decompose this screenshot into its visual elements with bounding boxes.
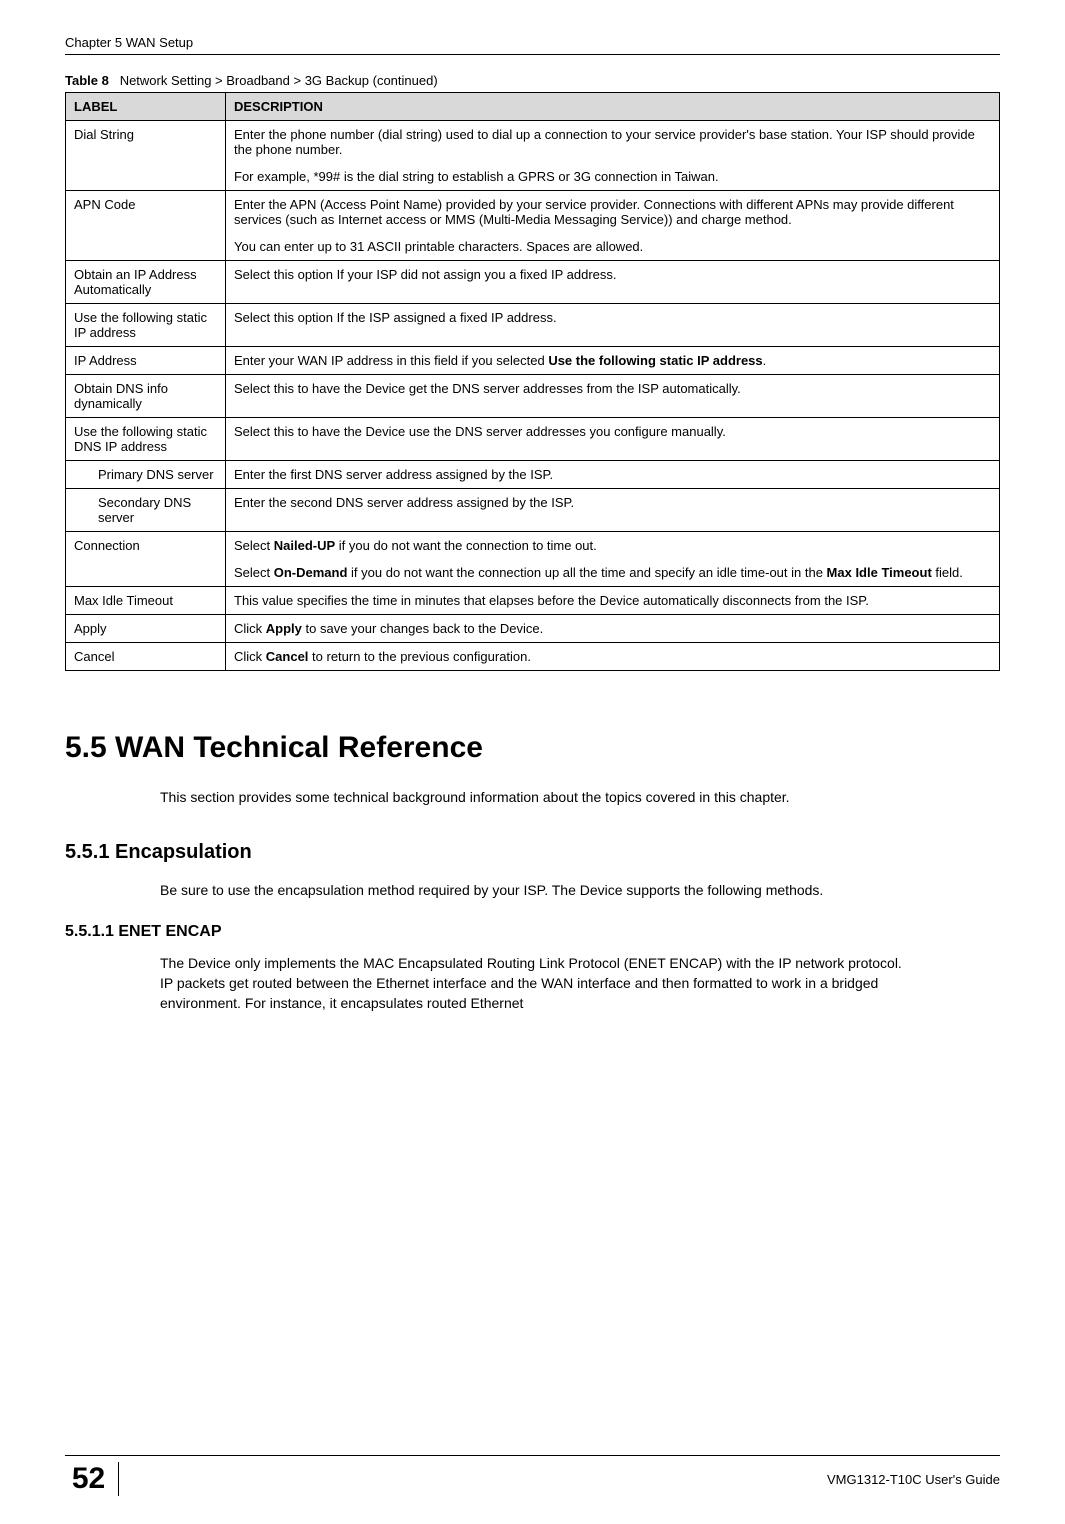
col-header-label: LABEL <box>66 93 226 121</box>
table-cell-desc: Select this to have the Device get the D… <box>226 375 1000 418</box>
section-5-5-body: This section provides some technical bac… <box>160 787 905 807</box>
table-cell-desc: Enter the APN (Access Point Name) provid… <box>226 191 1000 261</box>
table-cell-label: APN Code <box>66 191 226 261</box>
section-5-5-1-heading: 5.5.1 Encapsulation <box>65 841 1000 864</box>
table-body: Dial StringEnter the phone number (dial … <box>66 121 1000 671</box>
page-footer: 52 VMG1312-T10C User's Guide <box>65 1455 1000 1496</box>
table-row: APN CodeEnter the APN (Access Point Name… <box>66 191 1000 261</box>
table-cell-desc: Click Apply to save your changes back to… <box>226 615 1000 643</box>
table-cell-label: Use the following static IP address <box>66 304 226 347</box>
table-cell-label: Apply <box>66 615 226 643</box>
chapter-header: Chapter 5 WAN Setup <box>65 35 1000 50</box>
table-cell-label: Primary DNS server <box>66 461 226 489</box>
table-row: ConnectionSelect Nailed-UP if you do not… <box>66 532 1000 587</box>
table-caption-text: Network Setting > Broadband > 3G Backup … <box>120 73 438 88</box>
table-cell-desc: Enter the first DNS server address assig… <box>226 461 1000 489</box>
table-row: IP AddressEnter your WAN IP address in t… <box>66 347 1000 375</box>
guide-name: VMG1312-T10C User's Guide <box>827 1472 1000 1487</box>
section-5-5-para: This section provides some technical bac… <box>160 787 905 807</box>
table-row: Max Idle TimeoutThis value specifies the… <box>66 587 1000 615</box>
table-cell-label: Obtain an IP Address Automatically <box>66 261 226 304</box>
table-row: Use the following static DNS IP addressS… <box>66 418 1000 461</box>
col-header-desc: DESCRIPTION <box>226 93 1000 121</box>
table-cell-label: Obtain DNS info dynamically <box>66 375 226 418</box>
page-container: Chapter 5 WAN Setup Table 8 Network Sett… <box>0 0 1065 1524</box>
config-table: LABEL DESCRIPTION Dial StringEnter the p… <box>65 92 1000 671</box>
table-cell-desc: Select Nailed-UP if you do not want the … <box>226 532 1000 587</box>
table-cell-label: Dial String <box>66 121 226 191</box>
table-cell-desc: Enter the second DNS server address assi… <box>226 489 1000 532</box>
table-row: Obtain DNS info dynamicallySelect this t… <box>66 375 1000 418</box>
table-caption-prefix: Table 8 <box>65 73 109 88</box>
table-row: Obtain an IP Address AutomaticallySelect… <box>66 261 1000 304</box>
table-cell-desc: This value specifies the time in minutes… <box>226 587 1000 615</box>
table-row: Use the following static IP addressSelec… <box>66 304 1000 347</box>
section-5-5-1-para: Be sure to use the encapsulation method … <box>160 880 905 900</box>
footer-rule <box>65 1455 1000 1456</box>
table-cell-desc: Select this option If the ISP assigned a… <box>226 304 1000 347</box>
table-row: CancelClick Cancel to return to the prev… <box>66 643 1000 671</box>
section-5-5-1-1-para: The Device only implements the MAC Encap… <box>160 953 905 1014</box>
header-rule <box>65 54 1000 55</box>
table-cell-label: Secondary DNS server <box>66 489 226 532</box>
table-cell-label: Use the following static DNS IP address <box>66 418 226 461</box>
section-5-5-1-body: Be sure to use the encapsulation method … <box>160 880 905 900</box>
table-cell-desc: Enter the phone number (dial string) use… <box>226 121 1000 191</box>
table-cell-desc: Select this option If your ISP did not a… <box>226 261 1000 304</box>
table-caption: Table 8 Network Setting > Broadband > 3G… <box>65 73 1000 88</box>
table-row: Secondary DNS serverEnter the second DNS… <box>66 489 1000 532</box>
footer-row: 52 VMG1312-T10C User's Guide <box>65 1462 1000 1496</box>
table-cell-label: IP Address <box>66 347 226 375</box>
page-number: 52 <box>65 1462 119 1496</box>
table-cell-desc: Enter your WAN IP address in this field … <box>226 347 1000 375</box>
table-cell-label: Cancel <box>66 643 226 671</box>
table-cell-desc: Click Cancel to return to the previous c… <box>226 643 1000 671</box>
section-5-5-1-1-heading: 5.5.1.1 ENET ENCAP <box>65 923 1000 941</box>
table-cell-label: Max Idle Timeout <box>66 587 226 615</box>
table-cell-label: Connection <box>66 532 226 587</box>
section-5-5-1-1-body: The Device only implements the MAC Encap… <box>160 953 905 1014</box>
table-row: ApplyClick Apply to save your changes ba… <box>66 615 1000 643</box>
table-cell-desc: Select this to have the Device use the D… <box>226 418 1000 461</box>
section-5-5-heading: 5.5 WAN Technical Reference <box>65 731 1000 765</box>
table-row: Primary DNS serverEnter the first DNS se… <box>66 461 1000 489</box>
table-header-row: LABEL DESCRIPTION <box>66 93 1000 121</box>
table-row: Dial StringEnter the phone number (dial … <box>66 121 1000 191</box>
